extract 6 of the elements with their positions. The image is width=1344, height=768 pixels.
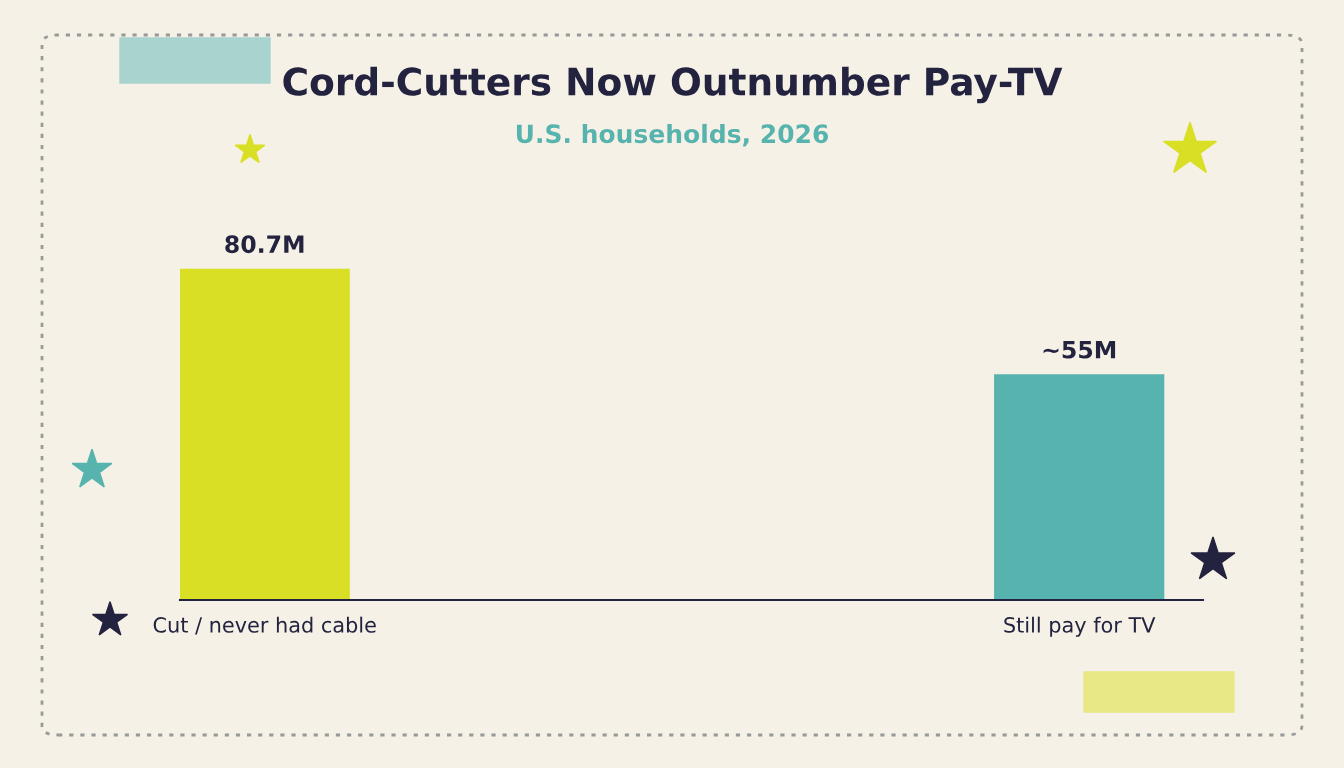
x-tick-label: Still pay for TV bbox=[1004, 616, 1156, 637]
x-tick-label: Cut / never had cable bbox=[153, 616, 376, 635]
data-label: 80.7M bbox=[225, 235, 304, 254]
data-label: ~55M bbox=[1043, 341, 1116, 359]
chart-title: Cord-Cutters Now Outnumber Pay-TV bbox=[283, 66, 1063, 104]
chart-subtitle: U.S. households, 2026 bbox=[516, 123, 829, 147]
